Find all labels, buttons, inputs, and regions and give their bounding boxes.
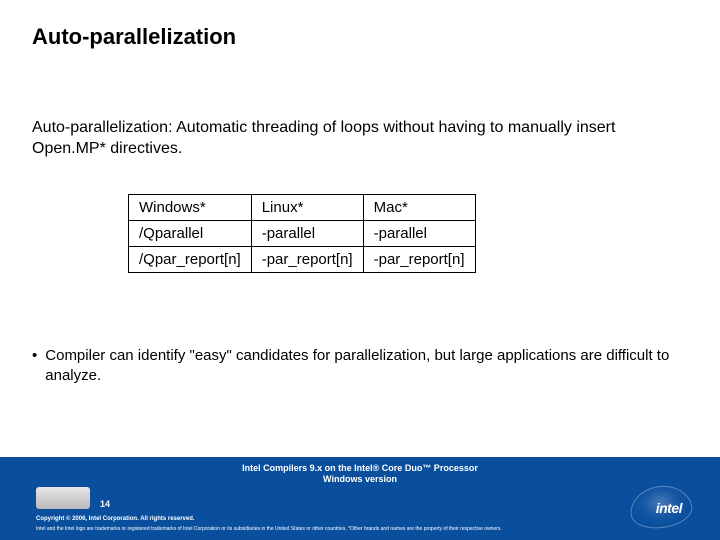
page-number: 14 bbox=[100, 499, 110, 509]
footer-title-line2: Windows version bbox=[323, 474, 397, 484]
footer-title: Intel Compilers 9.x on the Intel® Core D… bbox=[0, 463, 720, 485]
bullet-text: Compiler can identify "easy" candidates … bbox=[45, 346, 672, 385]
table-cell: Windows* bbox=[129, 195, 252, 221]
trademark-text: Intel and the Intel logo are trademarks … bbox=[36, 526, 620, 532]
slide: Auto-parallelization Auto-parallelizatio… bbox=[0, 0, 720, 540]
table-row: /Qpar_report[n] -par_report[n] -par_repo… bbox=[129, 247, 476, 273]
table-cell: -parallel bbox=[251, 221, 363, 247]
table-cell: -par_report[n] bbox=[363, 247, 475, 273]
table-cell: -par_report[n] bbox=[251, 247, 363, 273]
bullet-marker: • bbox=[32, 346, 37, 385]
intel-logo: intel bbox=[630, 486, 692, 528]
copyright-text: Copyright © 2006, Intel Corporation. All… bbox=[36, 516, 195, 522]
table-row: Windows* Linux* Mac* bbox=[129, 195, 476, 221]
table-cell: /Qparallel bbox=[129, 221, 252, 247]
options-table: Windows* Linux* Mac* /Qparallel -paralle… bbox=[128, 194, 476, 273]
table-cell: -parallel bbox=[363, 221, 475, 247]
logo-text: intel bbox=[656, 500, 682, 516]
table-cell: Mac* bbox=[363, 195, 475, 221]
footer-band: Intel Compilers 9.x on the Intel® Core D… bbox=[0, 457, 720, 540]
footer-title-line1: Intel Compilers 9.x on the Intel® Core D… bbox=[242, 463, 478, 473]
slide-title: Auto-parallelization bbox=[32, 24, 236, 50]
slide-subtitle: Auto-parallelization: Automatic threadin… bbox=[32, 118, 672, 160]
bullet-point: • Compiler can identify "easy" candidate… bbox=[32, 346, 672, 385]
table-cell: /Qpar_report[n] bbox=[129, 247, 252, 273]
software-badge-icon bbox=[36, 487, 90, 509]
table-cell: Linux* bbox=[251, 195, 363, 221]
table-row: /Qparallel -parallel -parallel bbox=[129, 221, 476, 247]
